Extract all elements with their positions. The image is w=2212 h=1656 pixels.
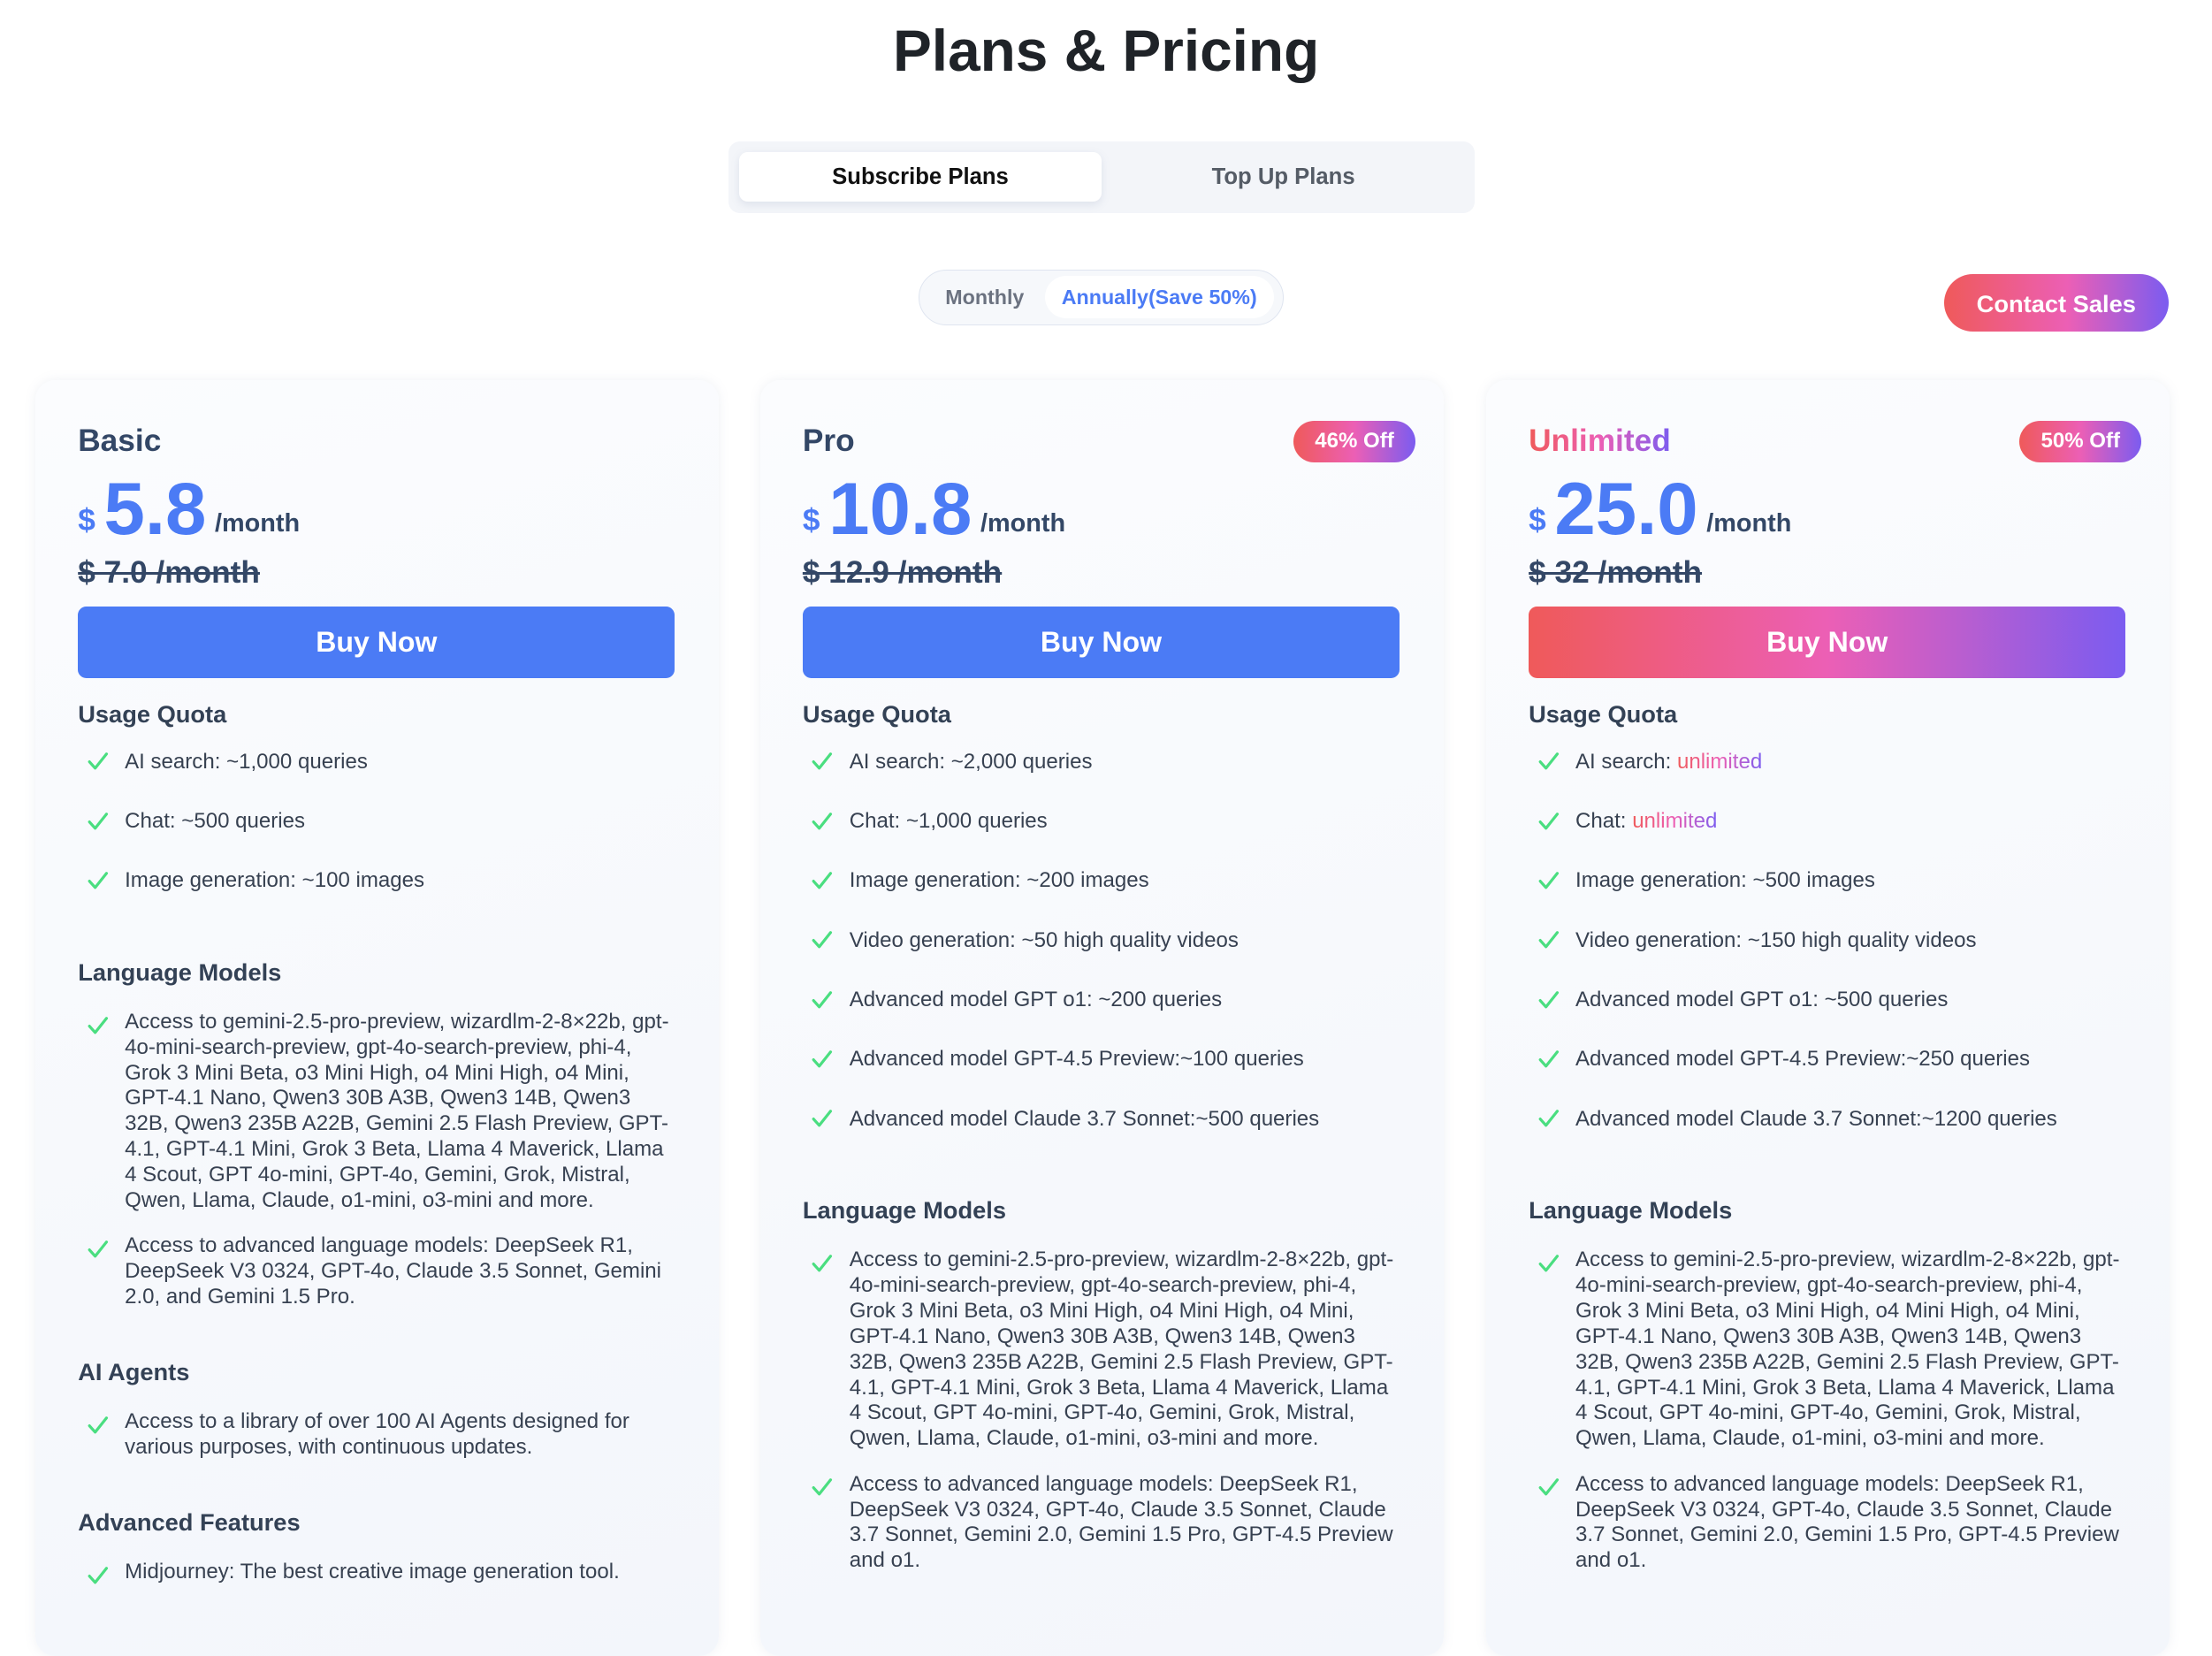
usage-item: AI search: ~2,000 queries — [803, 746, 1401, 791]
check-icon — [812, 1255, 833, 1272]
tab-top-up-plans[interactable]: Top Up Plans — [1211, 164, 1355, 189]
language-models-item: Access to gemini-2.5-pro-preview, wizard… — [803, 1248, 1401, 1452]
usage-item: Chat: ~1,000 queries — [803, 805, 1401, 851]
usage-item: Advanced model Claude 3.7 Sonnet:~500 qu… — [803, 1103, 1401, 1149]
discount-badge: 46% Off — [1293, 421, 1415, 462]
advanced-features-heading: Advanced Features — [78, 1508, 301, 1537]
check-icon — [1538, 1478, 1559, 1496]
usage-item: Advanced model GPT-4.5 Preview:~100 quer… — [803, 1043, 1401, 1088]
billing-monthly-option[interactable]: Monthly — [945, 285, 1025, 309]
billing-annually-option[interactable]: Annually(Save 50%) — [1044, 276, 1274, 319]
usage-item: Video generation: ~50 high quality video… — [803, 925, 1401, 970]
usage-item: Advanced model GPT o1: ~500 queries — [1529, 984, 2127, 1029]
contact-sales-button[interactable]: Contact Sales — [1944, 273, 2169, 332]
check-icon — [812, 990, 833, 1009]
check-icon — [88, 1416, 108, 1434]
check-icon — [812, 1478, 833, 1496]
check-icon — [1538, 872, 1559, 889]
buy-now-button[interactable]: Buy Now — [78, 607, 675, 678]
language-models-item: Access to gemini-2.5-pro-preview, wizard… — [1529, 1248, 2127, 1452]
discount-badge: 50% Off — [2019, 421, 2142, 462]
buy-now-button[interactable]: Buy Now — [802, 607, 1400, 678]
buy-now-button[interactable]: Buy Now — [1529, 607, 2126, 678]
tab-subscribe-plans[interactable]: Subscribe Plans — [738, 151, 1102, 202]
original-price: $ 32 /month — [1529, 554, 1703, 590]
check-icon — [88, 812, 108, 830]
usage-item: Image generation: ~100 images — [78, 865, 676, 910]
current-price: $25.0/month — [1529, 467, 1792, 550]
language-models-item: Access to gemini-2.5-pro-preview, wizard… — [78, 1010, 676, 1214]
check-icon — [1538, 812, 1559, 830]
plan-name: Pro — [802, 423, 855, 458]
check-icon — [812, 931, 833, 949]
page-title: Plans & Pricing — [892, 18, 1320, 84]
usage-item: Advanced model Claude 3.7 Sonnet:~1200 q… — [1529, 1103, 2127, 1149]
current-price: $5.8/month — [78, 467, 301, 550]
plan-name: Unlimited — [1529, 423, 1671, 458]
check-icon — [88, 1240, 108, 1258]
check-icon — [1538, 752, 1559, 770]
usage-item: Video generation: ~150 high quality vide… — [1529, 925, 2127, 970]
current-price: $10.8/month — [802, 467, 1066, 550]
usage-item: Image generation: ~500 images — [1529, 865, 2127, 910]
check-icon — [812, 1050, 833, 1068]
check-icon — [812, 752, 833, 770]
usage-item: AI search: ~1,000 queries — [78, 746, 676, 791]
usage-quota-heading: Usage Quota — [1529, 700, 1678, 729]
check-icon — [812, 812, 833, 830]
billing-period-toggle: Monthly Annually(Save 50%) — [919, 269, 1284, 325]
language-models-item: Access to advanced language models: Deep… — [1529, 1472, 2127, 1575]
usage-quota-heading: Usage Quota — [802, 700, 951, 729]
usage-item: AI search: unlimited — [1529, 746, 2127, 791]
original-price: $ 12.9 /month — [802, 554, 1003, 590]
usage-item: Advanced model GPT o1: ~200 queries — [803, 984, 1401, 1029]
check-icon — [1538, 1255, 1559, 1272]
language-models-heading: Language Models — [802, 1196, 1006, 1225]
language-models-heading: Language Models — [1529, 1196, 1733, 1225]
plan-type-tabs: Subscribe Plans Top Up Plans — [728, 141, 1476, 213]
plan-name: Basic — [78, 423, 162, 458]
ai-agents-item: Access to a library of over 100 AI Agent… — [78, 1409, 676, 1461]
check-icon — [88, 872, 108, 889]
usage-item: Image generation: ~200 images — [803, 865, 1401, 910]
advanced-features-item: Midjourney: The best creative image gene… — [78, 1560, 676, 1601]
check-icon — [812, 872, 833, 889]
ai-agents-heading: AI Agents — [78, 1358, 190, 1386]
check-icon — [1538, 931, 1559, 949]
language-models-item: Access to advanced language models: Deep… — [803, 1472, 1401, 1575]
check-icon — [88, 1016, 108, 1034]
plan-card-basic: Basic $5.8/month $ 7.0 /month Buy Now Us… — [35, 379, 720, 1656]
usage-item: Chat: ~500 queries — [78, 805, 676, 851]
check-icon — [88, 752, 108, 770]
plan-card-pro: Pro 46% Off $10.8/month $ 12.9 /month Bu… — [759, 379, 1444, 1656]
usage-quota-heading: Usage Quota — [78, 700, 227, 729]
check-icon — [1538, 990, 1559, 1009]
original-price: $ 7.0 /month — [78, 554, 260, 590]
plan-card-unlimited: Unlimited 50% Off $25.0/month $ 32 /mont… — [1485, 379, 2170, 1656]
check-icon — [812, 1110, 833, 1127]
check-icon — [1538, 1050, 1559, 1068]
usage-item: Advanced model GPT-4.5 Preview:~250 quer… — [1529, 1043, 2127, 1088]
check-icon — [88, 1567, 108, 1584]
usage-item: Chat: unlimited — [1529, 805, 2127, 851]
check-icon — [1538, 1110, 1559, 1127]
language-models-heading: Language Models — [78, 958, 282, 986]
language-models-item: Access to advanced language models: Deep… — [78, 1233, 676, 1310]
